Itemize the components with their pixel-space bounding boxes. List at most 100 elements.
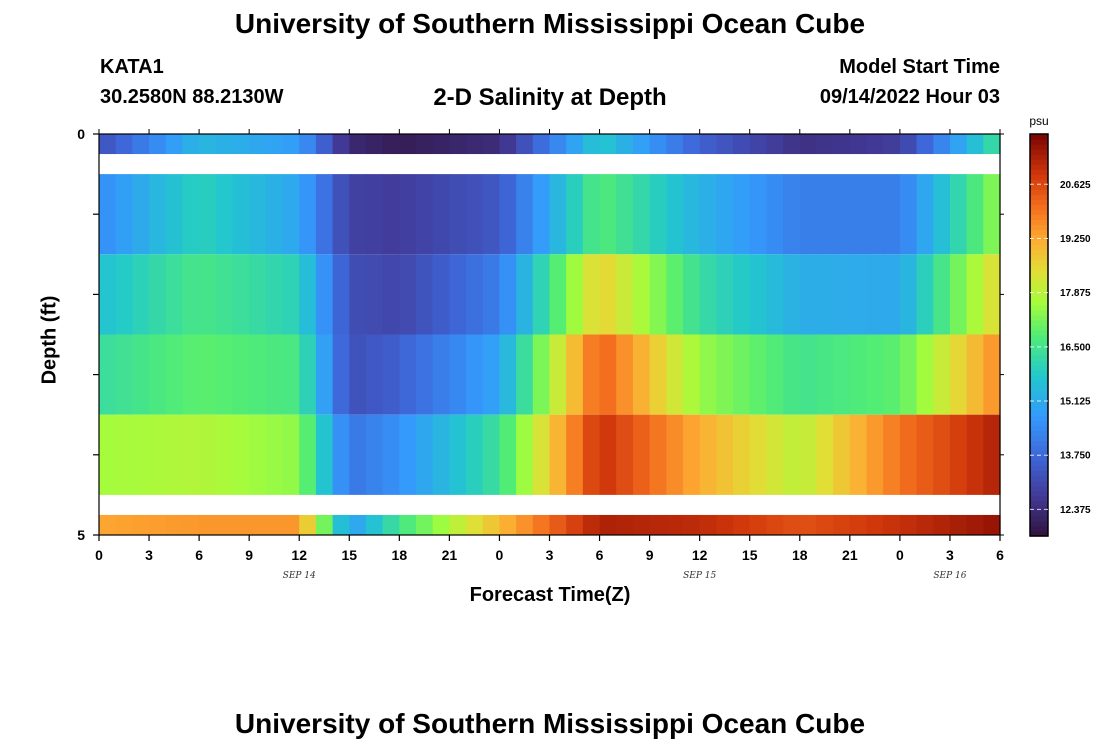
heatmap-cell: [899, 174, 918, 255]
heatmap-cell: [499, 414, 517, 495]
heatmap-cell: [699, 254, 717, 335]
heatmap-cell: [416, 174, 434, 255]
x-tick-label: 18: [792, 547, 808, 563]
colorbar-segment: [1030, 294, 1048, 301]
heatmap-cell: [883, 254, 901, 335]
heatmap-cell: [532, 174, 551, 255]
heatmap-cell: [315, 134, 334, 155]
y-tick-label-bottom: 5: [77, 527, 85, 543]
heatmap-cell: [682, 514, 701, 535]
heatmap-cell: [482, 334, 501, 415]
heatmap-cell: [482, 174, 501, 255]
heatmap-cell: [799, 514, 818, 535]
heatmap-cell: [983, 134, 1001, 155]
heatmap-cell: [716, 514, 734, 535]
heatmap-cell: [182, 414, 200, 495]
heatmap-cell: [99, 414, 117, 495]
heatmap-cell: [115, 134, 133, 155]
heatmap-cell: [432, 334, 450, 415]
heatmap-cell: [933, 514, 951, 535]
colorbar-segment: [1030, 480, 1048, 487]
colorbar-tick-label: 19.250: [1060, 234, 1091, 245]
heatmap-cell: [632, 254, 651, 335]
heatmap-cell: [849, 514, 868, 535]
heatmap-cell: [149, 334, 167, 415]
heatmap-cell: [783, 514, 801, 535]
heatmap-cell: [883, 414, 901, 495]
heatmap-cell: [332, 174, 350, 255]
heatmap-cell: [682, 174, 701, 255]
heatmap-cell: [899, 414, 918, 495]
heatmap-cell: [716, 134, 734, 155]
colorbar-segment: [1030, 274, 1048, 281]
heatmap-cell: [182, 174, 200, 255]
colorbar-segment: [1030, 229, 1048, 236]
x-tick-label: 0: [896, 547, 904, 563]
heatmap-cell: [632, 174, 651, 255]
heatmap-cell: [749, 134, 768, 155]
heatmap-cell: [416, 334, 434, 415]
colorbar-segment: [1030, 495, 1048, 502]
heatmap-cell: [816, 514, 834, 535]
x-tick-label: 15: [341, 547, 357, 563]
heatmap-cell: [315, 514, 334, 535]
date-label: SEP 14: [283, 571, 316, 581]
heatmap-cell: [682, 414, 701, 495]
heatmap-cell: [165, 514, 184, 535]
heatmap-cell: [315, 174, 334, 255]
heatmap-cell: [849, 334, 868, 415]
heatmap-cell: [382, 254, 400, 335]
colorbar-segment: [1030, 149, 1048, 155]
heatmap-cell: [449, 414, 467, 495]
heatmap-cell: [299, 134, 317, 155]
colorbar-segment: [1030, 530, 1048, 537]
x-tick-label: 6: [996, 547, 1004, 563]
heatmap-cell: [299, 174, 317, 255]
heatmap-cell: [783, 254, 801, 335]
heatmap-cell: [799, 134, 818, 155]
colorbar-segment: [1030, 405, 1048, 411]
heatmap-cell: [866, 414, 884, 495]
heatmap-cell: [966, 334, 984, 415]
heatmap-cell: [783, 414, 801, 495]
heatmap-cell: [566, 174, 584, 255]
heatmap-cell: [499, 174, 517, 255]
x-tick-label: 9: [646, 547, 654, 563]
heatmap-cell: [799, 254, 818, 335]
heatmap-cell: [983, 514, 1001, 535]
heatmap-cell: [199, 414, 217, 495]
heatmap-cell: [115, 174, 133, 255]
colorbar-segment: [1030, 440, 1048, 447]
heatmap-cell: [899, 134, 918, 155]
heatmap-cell: [816, 254, 834, 335]
heatmap-cell: [215, 134, 234, 155]
heatmap-cell: [249, 254, 267, 335]
colorbar-segment: [1030, 189, 1048, 195]
heatmap-cell: [566, 254, 584, 335]
date-label: SEP 16: [933, 571, 966, 581]
heatmap-cell: [432, 134, 450, 155]
colorbar-segment: [1030, 244, 1048, 251]
heatmap-cell: [582, 334, 601, 415]
heatmap-cell: [916, 254, 934, 335]
heatmap-cell: [949, 134, 968, 155]
x-tick-label: 6: [195, 547, 203, 563]
heatmap-cell: [666, 254, 684, 335]
heatmap-cell: [482, 414, 501, 495]
heatmap-cell: [466, 134, 484, 155]
x-tick-label: 21: [842, 547, 858, 563]
colorbar-segment: [1030, 515, 1048, 522]
heatmap-cell: [833, 254, 851, 335]
heatmap-cell: [833, 174, 851, 255]
heatmap-cell: [582, 134, 601, 155]
heatmap-cell: [99, 174, 117, 255]
x-tick-label: 3: [946, 547, 954, 563]
colorbar-tick-label: 20.625: [1060, 180, 1091, 191]
heatmap-cell: [182, 514, 200, 535]
heatmap-cell: [99, 334, 117, 415]
heatmap-cell: [616, 414, 634, 495]
heatmap-cell: [716, 414, 734, 495]
heatmap-cell: [566, 414, 584, 495]
heatmap-cell: [249, 334, 267, 415]
heatmap-cell: [232, 414, 250, 495]
